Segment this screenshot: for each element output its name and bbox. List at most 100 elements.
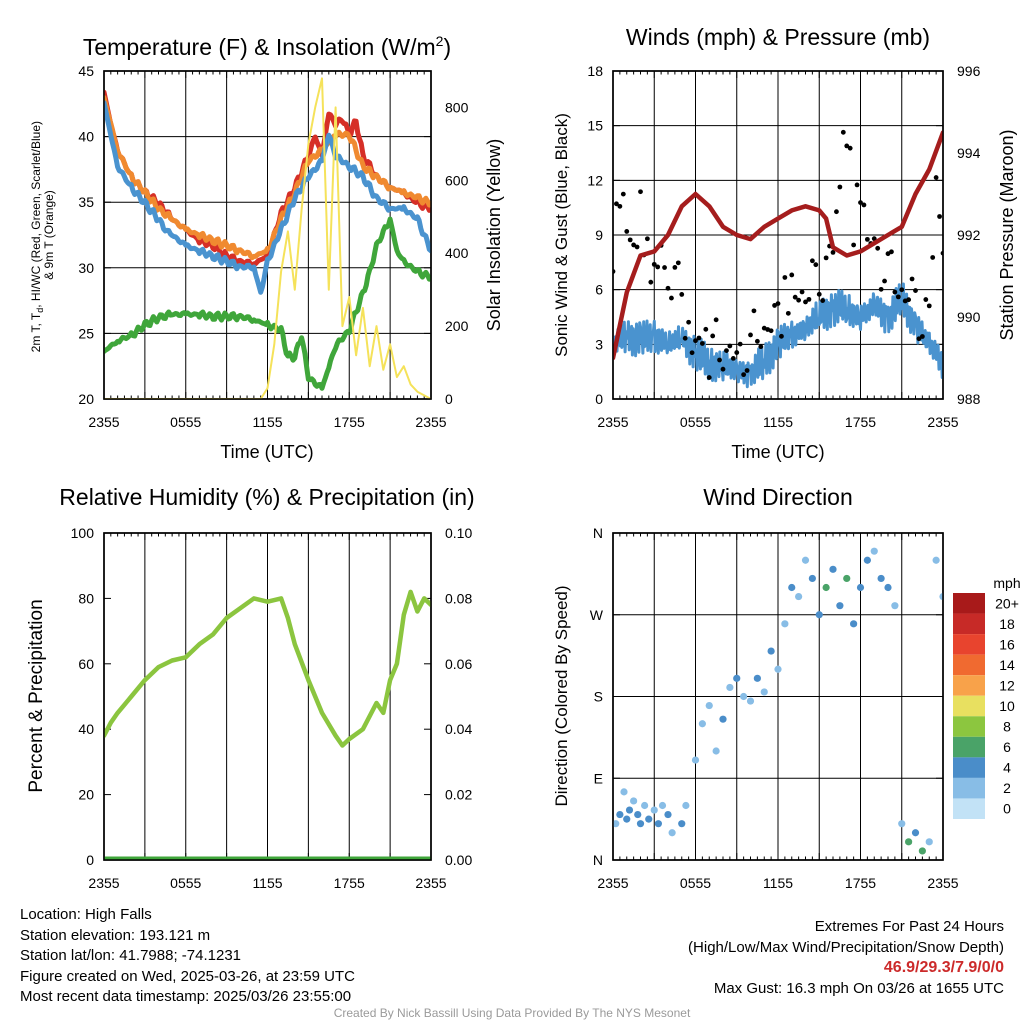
gust-point (703, 326, 709, 332)
gust-point (689, 350, 695, 356)
colorbar-label: 8 (1003, 719, 1011, 735)
y2-tick-label: 400 (445, 245, 469, 261)
station-latlon: Station lat/lon: 41.7988; -74.1231 (20, 947, 242, 964)
gust-point (696, 335, 702, 341)
y-tick-label: 6 (595, 282, 603, 298)
x-tick-label: 0555 (680, 875, 711, 891)
x-tick-label: 1155 (252, 875, 282, 891)
colorbar-swatch (953, 695, 985, 717)
wind-series (613, 129, 943, 389)
temperature-xlabel: Time (UTC) (220, 442, 313, 462)
x-tick-label: 0555 (170, 414, 201, 430)
figure-created: Figure created on Wed, 2025-03-26, at 23… (20, 967, 355, 985)
station-elevation: Station elevation: 193.121 m (20, 926, 211, 944)
direction-point (625, 806, 634, 814)
x-tick-label: 1155 (763, 414, 793, 430)
gust-point (837, 184, 843, 190)
colorbar-swatch (953, 593, 985, 614)
gust-point (768, 328, 774, 334)
temperature-panel-title: Temperature (F) & Insolation (W/m2) (83, 33, 451, 60)
x-tick-label: 2355 (597, 875, 628, 891)
y2-tick-label: 992 (957, 227, 981, 243)
series-solar-insolation (104, 77, 431, 399)
colorbar-swatch (953, 675, 985, 696)
series-relative-humidity (104, 589, 431, 748)
gust-point (792, 294, 798, 300)
extremes-info: Extremes For Past 24 Hours (High/Low/Max… (688, 917, 1004, 999)
y2-tick-label: 990 (957, 309, 981, 325)
x-tick-label: 2355 (415, 875, 446, 891)
gust-point (713, 317, 719, 323)
colorbar-label: 14 (999, 657, 1015, 673)
y-tick-label: E (594, 770, 603, 786)
colorbar-swatch (953, 613, 985, 635)
direction-point (918, 847, 926, 855)
direction-point (808, 574, 816, 583)
x-tick-label: 2355 (927, 414, 958, 430)
direction-point (801, 556, 810, 564)
gust-point (895, 294, 901, 300)
x-tick-label: 1755 (845, 875, 876, 891)
y2-tick-label: 200 (445, 318, 469, 334)
gust-point (899, 287, 905, 293)
series-dewpoint (104, 216, 431, 391)
gust-point (665, 285, 671, 291)
gust-point (834, 209, 839, 215)
y-tick-label: N (593, 525, 603, 541)
gust-point (913, 288, 918, 293)
wind-frame-top (612, 70, 944, 400)
gust-point (638, 189, 643, 195)
gust-point (744, 368, 750, 373)
direction-panel-title: Wind Direction (703, 484, 853, 510)
direction-point (925, 838, 933, 846)
gust-point (669, 295, 674, 301)
gust-point (785, 310, 791, 316)
direction-point (788, 583, 796, 592)
gust-point (775, 301, 781, 306)
colorbar-label: 20+ (995, 595, 1019, 611)
x-tick-label: 2355 (415, 414, 446, 430)
x-tick-label: 2355 (88, 414, 119, 430)
colorbar-label: 6 (1003, 739, 1011, 755)
y-tick-label: 0 (86, 852, 94, 868)
dir-frame-top (612, 532, 944, 861)
y2-tick-label: 0.00 (445, 852, 472, 868)
direction-point (767, 647, 775, 655)
direction-point (850, 620, 858, 628)
gust-point (937, 214, 942, 219)
rh-frame-top (103, 532, 432, 861)
gust-point (627, 237, 633, 243)
gust-point (919, 334, 925, 339)
y2-tick-label: 600 (445, 172, 469, 188)
y-tick-label: S (594, 689, 603, 705)
gust-point (844, 143, 850, 149)
gust-point (620, 191, 626, 197)
direction-point (753, 674, 761, 682)
y2-tick-label: 996 (957, 63, 981, 79)
gust-point (741, 372, 747, 378)
y-tick-label: 25 (78, 325, 94, 341)
gust-point (854, 182, 860, 188)
series-wind-chill (104, 100, 431, 295)
direction-point (678, 820, 686, 828)
wind-panel-title: Winds (mph) & Pressure (mb) (626, 24, 930, 50)
gust-point (706, 375, 712, 380)
gust-point (871, 236, 877, 242)
direction-point (682, 801, 690, 810)
colorbar-label: 12 (999, 677, 1015, 693)
direction-point (884, 583, 892, 592)
gust-point (734, 350, 740, 355)
gust-point (662, 265, 667, 270)
direction-point (664, 810, 672, 819)
gust-point (816, 291, 822, 297)
y-tick-label: 18 (587, 63, 603, 79)
gust-point (682, 335, 688, 341)
direction-point (836, 602, 844, 610)
colorbar-swatch (953, 777, 985, 799)
colorbar-label: 18 (999, 616, 1015, 632)
y-tick-label: 0 (595, 391, 603, 407)
direction-point (654, 820, 662, 828)
direction-panel: Wind Direction N E S W N 2355 0555 1155 1755 2355… (552, 484, 1021, 891)
gust-point (634, 244, 640, 250)
